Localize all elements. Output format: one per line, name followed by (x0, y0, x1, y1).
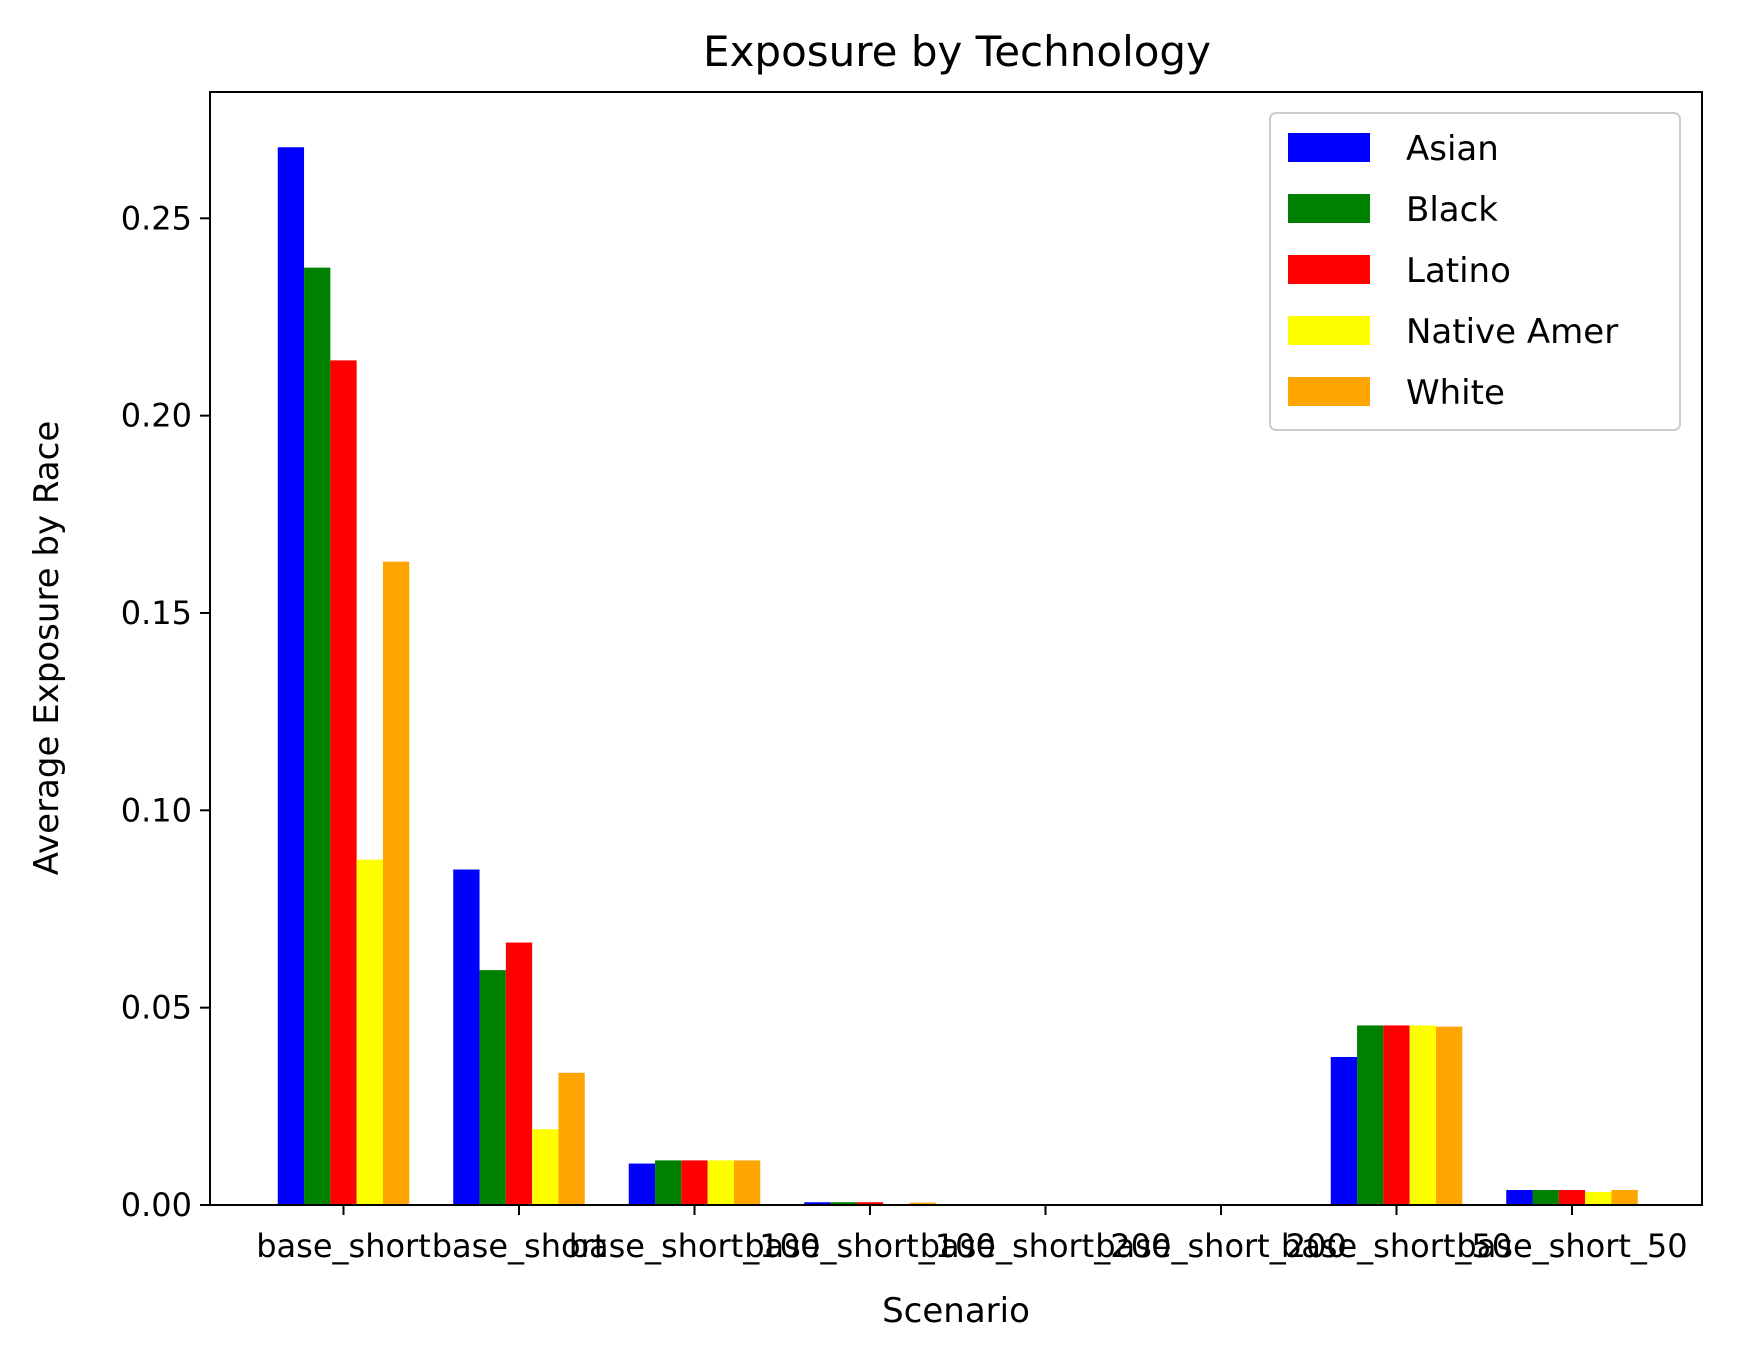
bar-asian-1 (453, 869, 480, 1205)
y-tick-label: 0.15 (121, 594, 192, 632)
bar-black-3 (830, 1202, 857, 1205)
bar-native-amer-1 (532, 1129, 559, 1205)
bar-white-2 (733, 1160, 761, 1205)
x-tick-label: base_short_50 (1281, 1227, 1512, 1265)
bar-native-amer-0 (356, 859, 383, 1205)
x-axis: base_short base_shortbase_short_100base_s… (256, 1205, 1688, 1265)
legend-label: Latino (1406, 251, 1511, 291)
bar-native-amer-7 (1585, 1191, 1612, 1205)
y-axis: 0.00 0.05 0.10 0.15 0.20 0.25 (121, 199, 210, 1224)
legend-swatch (1288, 194, 1370, 223)
bar-latino-0 (330, 360, 357, 1205)
x-tick-label: base_short (256, 1227, 431, 1265)
bar-asian-7 (1506, 1190, 1533, 1205)
x-tick-label: base_short_200 (1095, 1227, 1347, 1265)
bar-white-3 (909, 1202, 936, 1205)
bar-latino-6 (1383, 1025, 1410, 1205)
legend-label: Asian (1406, 129, 1499, 169)
legend-label: White (1406, 373, 1505, 413)
bar-white-0 (382, 561, 410, 1205)
bar-asian-0 (277, 147, 305, 1205)
x-tick-label: base_short_200 (920, 1227, 1172, 1265)
bar-native-amer-2 (707, 1160, 734, 1205)
plot-frame (209, 91, 1703, 1206)
bar-native-amer-6 (1409, 1025, 1436, 1205)
x-tick-label: base_short_100 (744, 1227, 996, 1265)
legend-label: Native Amer (1406, 312, 1618, 352)
bar-latino-2 (681, 1160, 708, 1205)
y-axis-label: Average Exposure by Race (27, 421, 67, 875)
bar-black-6 (1357, 1025, 1384, 1205)
chart-title: Exposure by Technology (703, 27, 1211, 76)
bar-asian-3 (804, 1202, 831, 1205)
x-tick-label: base_short (432, 1227, 607, 1265)
bar-asian-2 (628, 1163, 656, 1205)
x-tick-label: base_short_50 (1456, 1227, 1687, 1265)
y-tick-label: 0.00 (121, 1186, 192, 1224)
y-tick-label: 0.20 (121, 397, 192, 435)
bar-black-1 (479, 970, 506, 1205)
bar-asian-6 (1330, 1056, 1358, 1205)
legend-swatch (1288, 377, 1370, 406)
legend-box (1269, 112, 1681, 431)
bar-white-1 (558, 1072, 585, 1205)
x-tick-label: base_short_100 (569, 1227, 821, 1265)
bar-black-7 (1532, 1190, 1559, 1205)
legend-swatch (1288, 133, 1370, 162)
bar-black-0 (304, 267, 331, 1205)
bar-white-6 (1435, 1026, 1463, 1205)
legend-swatch (1288, 316, 1370, 345)
y-tick-label: 0.25 (121, 199, 192, 237)
bar-latino-7 (1558, 1190, 1586, 1205)
legend-swatch (1288, 255, 1370, 284)
bar-latino-1 (505, 942, 533, 1205)
y-tick-label: 0.10 (121, 791, 192, 829)
legend-label: Black (1406, 190, 1498, 230)
bars (277, 147, 1638, 1205)
bar-latino-3 (856, 1202, 884, 1205)
legend: Asian Black Latino Native Amer White (1269, 112, 1681, 431)
y-tick-label: 0.05 (121, 989, 192, 1027)
x-axis-label: Scenario (882, 1291, 1030, 1331)
bar-white-7 (1611, 1190, 1638, 1205)
bar-black-2 (655, 1160, 682, 1205)
